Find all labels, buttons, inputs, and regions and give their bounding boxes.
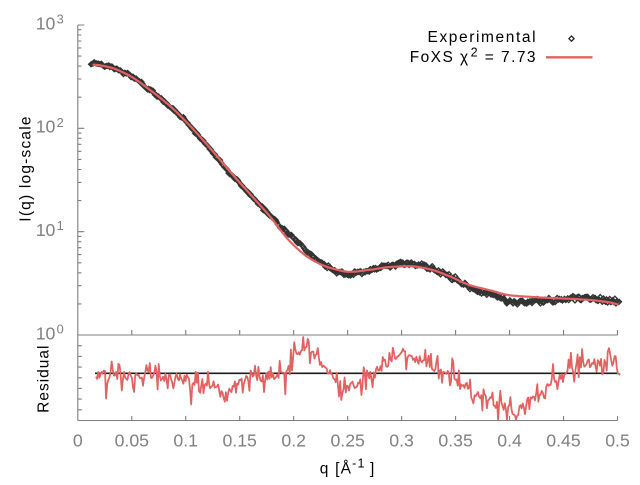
svg-text:1: 1 — [57, 218, 64, 233]
svg-text:0: 0 — [57, 322, 64, 337]
svg-text:10: 10 — [36, 220, 56, 240]
svg-text:0.45: 0.45 — [546, 431, 581, 451]
svg-text:3: 3 — [57, 12, 64, 27]
svg-text:q [Å-1 ]: q [Å-1 ] — [320, 457, 376, 478]
svg-text:0.15: 0.15 — [222, 431, 257, 451]
svg-text:0.05: 0.05 — [115, 431, 150, 451]
svg-text:10: 10 — [36, 117, 56, 137]
svg-text:0.4: 0.4 — [497, 431, 522, 451]
svg-text:0.3: 0.3 — [389, 431, 414, 451]
svg-text:0.25: 0.25 — [330, 431, 365, 451]
svg-text:0.2: 0.2 — [281, 431, 306, 451]
svg-text:Experimental: Experimental — [428, 29, 538, 46]
svg-text:0.1: 0.1 — [173, 431, 198, 451]
svg-text:FoXS χ2 = 7.73: FoXS χ2 = 7.73 — [410, 45, 537, 66]
svg-text:10: 10 — [36, 323, 56, 343]
svg-text:0.35: 0.35 — [438, 431, 473, 451]
svg-text:2: 2 — [57, 115, 64, 130]
svg-text:10: 10 — [36, 13, 56, 33]
svg-text:Residual: Residual — [35, 345, 52, 413]
svg-text:I(q) log-scale: I(q) log-scale — [17, 115, 34, 221]
svg-text:0.5: 0.5 — [605, 431, 630, 451]
svg-text:0: 0 — [73, 431, 83, 451]
